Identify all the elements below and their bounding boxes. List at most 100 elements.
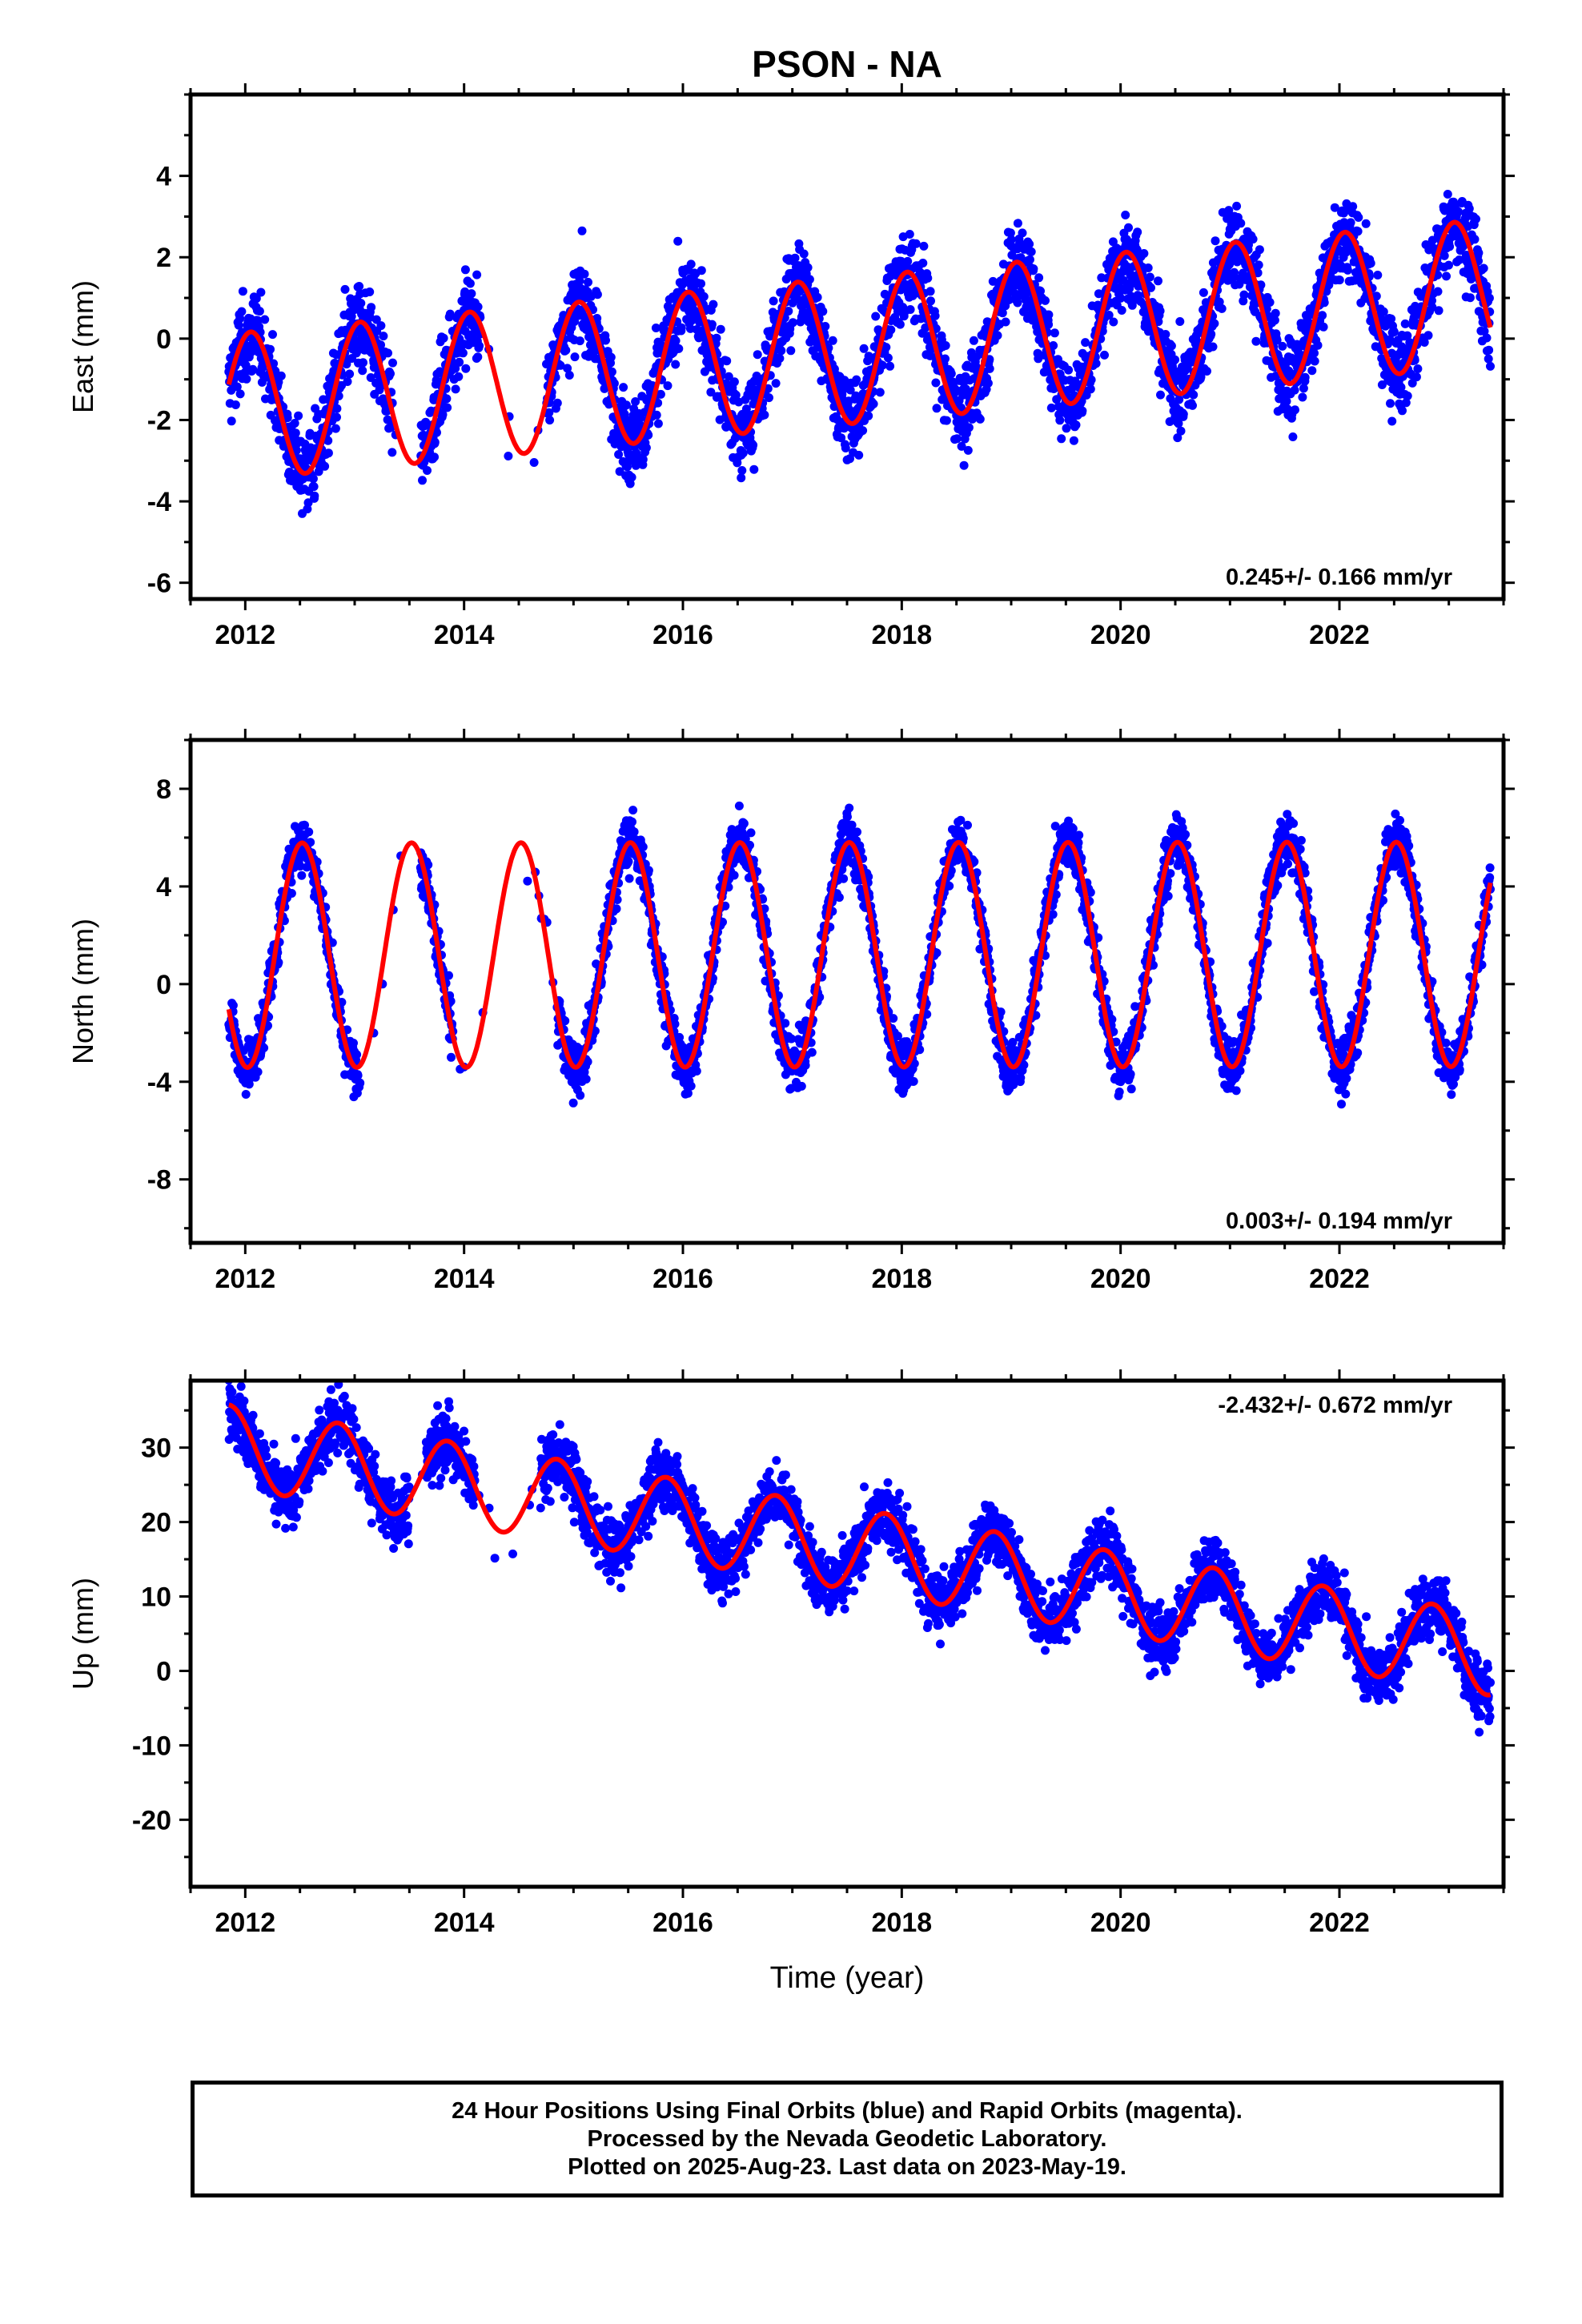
data-point bbox=[799, 249, 809, 259]
x-tick-label: 2014 bbox=[434, 620, 495, 650]
data-point bbox=[458, 348, 468, 358]
data-point bbox=[988, 276, 998, 286]
data-point bbox=[885, 361, 895, 371]
data-point bbox=[1176, 426, 1186, 436]
data-point bbox=[1109, 317, 1118, 327]
data-point bbox=[1427, 296, 1436, 305]
data-point bbox=[1387, 314, 1396, 324]
data-point bbox=[797, 1081, 806, 1091]
x-tick-label: 2022 bbox=[1309, 620, 1370, 650]
data-point bbox=[467, 289, 476, 299]
data-point bbox=[430, 437, 440, 447]
data-point bbox=[1310, 348, 1319, 358]
data-point bbox=[1199, 287, 1208, 297]
data-point bbox=[923, 273, 933, 283]
data-point bbox=[379, 332, 388, 341]
data-point bbox=[881, 343, 891, 352]
data-point bbox=[805, 275, 814, 284]
data-point bbox=[1348, 202, 1358, 211]
data-point bbox=[1057, 434, 1066, 444]
data-point bbox=[352, 1050, 362, 1059]
data-point bbox=[1203, 367, 1211, 376]
y-tick-label: -4 bbox=[147, 487, 171, 517]
data-point bbox=[1423, 331, 1433, 340]
data-point bbox=[300, 820, 309, 830]
data-point bbox=[432, 428, 441, 437]
data-point bbox=[871, 312, 881, 321]
data-point bbox=[1055, 416, 1065, 425]
data-point bbox=[1427, 303, 1437, 312]
data-point bbox=[1062, 424, 1071, 433]
data-point bbox=[663, 381, 673, 391]
data-point bbox=[699, 292, 709, 301]
data-point bbox=[1018, 228, 1027, 238]
data-point bbox=[1443, 190, 1452, 199]
data-point bbox=[1091, 359, 1101, 368]
data-point bbox=[957, 441, 966, 451]
data-point bbox=[1207, 329, 1216, 339]
x-tick-label: 2012 bbox=[215, 620, 276, 650]
model-curve bbox=[226, 219, 1493, 476]
data-point bbox=[975, 414, 985, 424]
data-point bbox=[1480, 327, 1489, 336]
data-point bbox=[790, 253, 800, 263]
data-point bbox=[1465, 293, 1475, 303]
data-point bbox=[439, 333, 448, 343]
data-point bbox=[656, 389, 665, 399]
data-point bbox=[911, 239, 921, 248]
data-point bbox=[753, 350, 762, 360]
data-point bbox=[729, 377, 739, 387]
data-point bbox=[1398, 406, 1407, 416]
data-point bbox=[677, 323, 686, 332]
data-point bbox=[1419, 338, 1429, 347]
data-point bbox=[841, 444, 850, 452]
data-point bbox=[353, 1071, 363, 1080]
data-point bbox=[418, 476, 427, 485]
data-point bbox=[1046, 403, 1056, 412]
data-point bbox=[673, 236, 683, 246]
data-point bbox=[1133, 227, 1142, 237]
data-point bbox=[1288, 432, 1298, 441]
data-point bbox=[628, 817, 636, 826]
data-point bbox=[784, 307, 793, 316]
x-tick-label: 2020 bbox=[1090, 620, 1151, 650]
data-point bbox=[1282, 396, 1291, 406]
data-point bbox=[1401, 398, 1411, 408]
data-point bbox=[671, 360, 681, 369]
data-point bbox=[563, 364, 572, 373]
data-point bbox=[1239, 290, 1249, 300]
data-point bbox=[722, 356, 732, 366]
data-point bbox=[355, 282, 364, 291]
y-tick-label: -6 bbox=[147, 569, 171, 599]
x-tick-label: 2016 bbox=[652, 620, 713, 650]
data-point bbox=[1290, 385, 1299, 395]
data-point bbox=[1146, 283, 1155, 292]
data-point bbox=[260, 315, 270, 324]
data-point bbox=[983, 379, 993, 388]
data-point bbox=[869, 399, 878, 408]
data-point bbox=[1210, 319, 1219, 328]
data-point bbox=[383, 348, 392, 358]
data-point bbox=[1081, 338, 1090, 348]
data-point bbox=[359, 358, 367, 368]
data-point bbox=[1124, 223, 1133, 232]
data-point bbox=[675, 1032, 685, 1042]
data-point bbox=[347, 312, 356, 321]
data-point bbox=[727, 825, 737, 834]
data-point bbox=[592, 314, 602, 323]
data-point bbox=[1044, 320, 1054, 329]
data-point bbox=[1208, 342, 1218, 352]
data-point bbox=[242, 374, 251, 384]
data-point bbox=[905, 230, 914, 239]
data-point bbox=[864, 411, 873, 420]
data-point bbox=[552, 398, 562, 408]
data-point bbox=[724, 372, 733, 381]
data-point bbox=[1343, 265, 1352, 275]
data-point bbox=[803, 263, 813, 272]
data-point bbox=[1104, 311, 1114, 320]
data-point bbox=[1479, 263, 1488, 273]
data-point bbox=[1170, 355, 1179, 364]
data-point bbox=[886, 325, 896, 335]
data-point bbox=[1025, 255, 1034, 264]
